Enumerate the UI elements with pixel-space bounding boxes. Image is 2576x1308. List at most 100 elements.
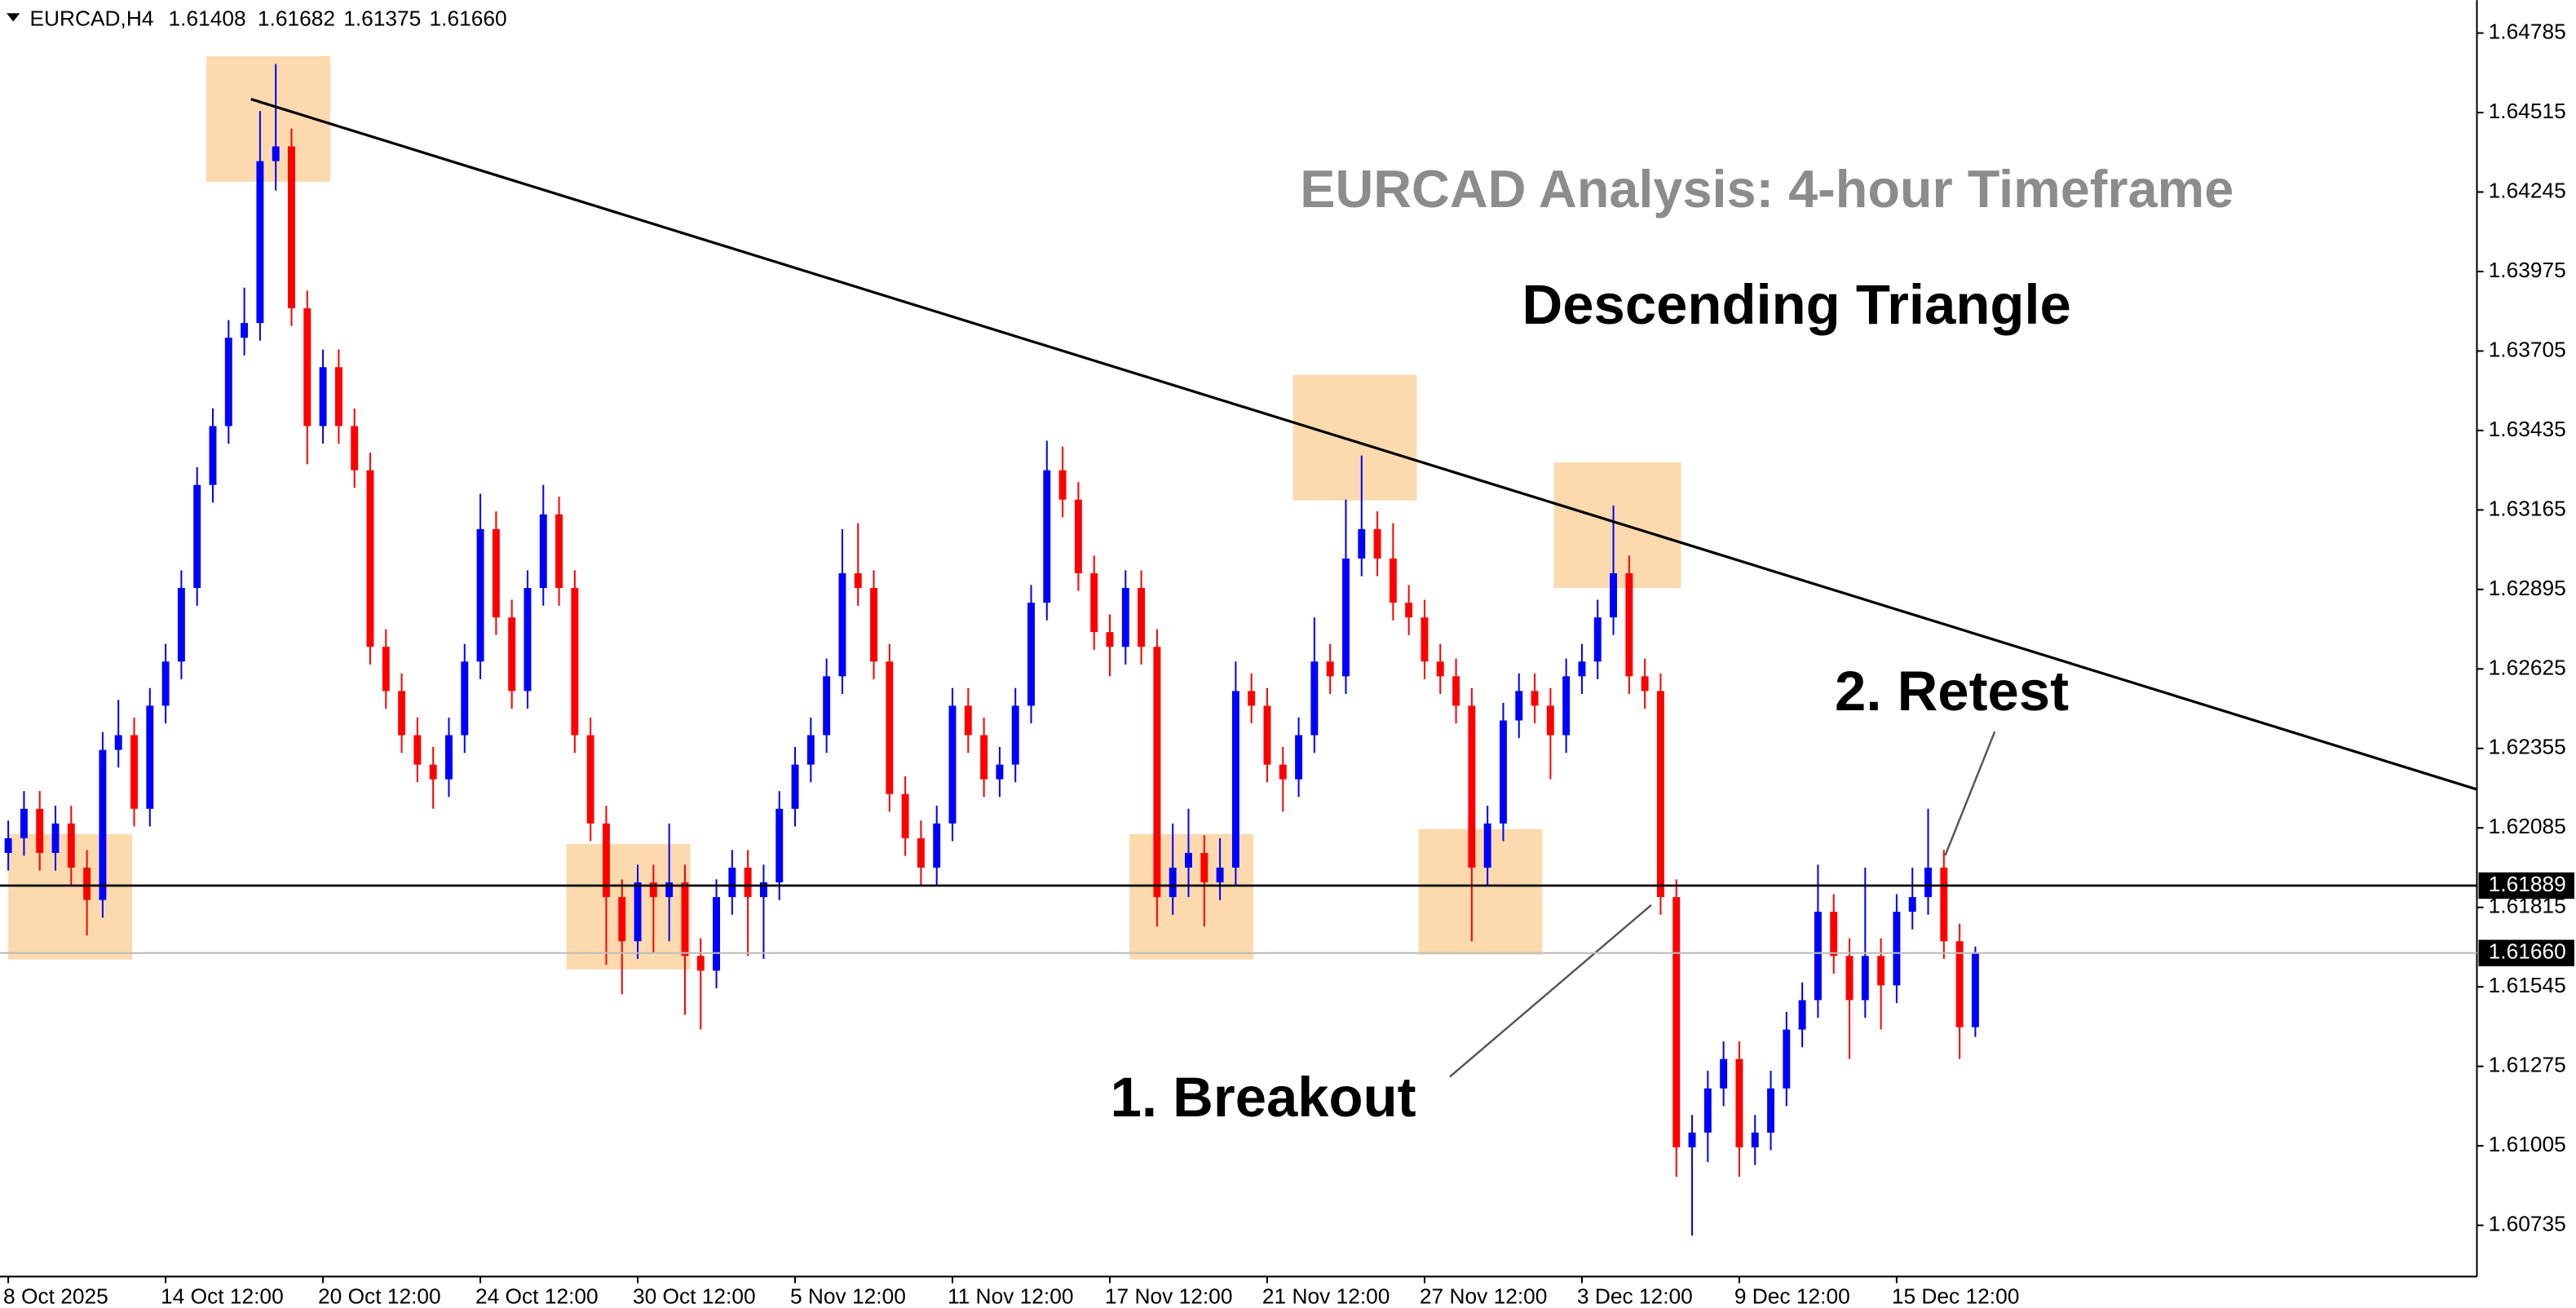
- candle-body: [1468, 705, 1476, 868]
- candle-body: [854, 572, 862, 589]
- x-tick-label: 27 Nov 12:00: [1420, 1284, 1548, 1308]
- candle-body: [539, 514, 547, 589]
- candle-body: [571, 588, 579, 736]
- candle-body: [586, 735, 594, 824]
- y-tick-label: 1.60735: [2489, 1212, 2566, 1236]
- candle-body: [193, 484, 201, 589]
- candle-body: [413, 735, 422, 765]
- y-tick-label: 1.62625: [2489, 655, 2566, 679]
- candle-body: [665, 882, 674, 898]
- candle-body: [901, 793, 909, 838]
- candle-body: [744, 867, 752, 898]
- ohlc-high: 1.61682: [258, 6, 335, 30]
- candle-body: [1578, 661, 1586, 677]
- price-label: 1.61889: [2489, 872, 2566, 896]
- candle-body: [823, 676, 831, 736]
- y-tick-label: 1.63975: [2489, 258, 2566, 282]
- x-tick-label: 17 Nov 12:00: [1105, 1284, 1233, 1308]
- zone: [206, 55, 330, 182]
- candle-body: [1358, 528, 1366, 559]
- candle-body: [1625, 572, 1633, 677]
- y-tick-label: 1.62355: [2489, 735, 2566, 759]
- candle-body: [838, 572, 846, 677]
- menu-arrow: [7, 13, 20, 22]
- candle-body: [1955, 941, 1964, 1027]
- candle-body: [398, 691, 406, 736]
- candle-body: [4, 837, 12, 853]
- candle-body: [429, 764, 437, 780]
- candle-body: [241, 323, 249, 338]
- y-tick-label: 1.63165: [2489, 496, 2566, 520]
- candle-body: [382, 647, 390, 692]
- candle-body: [1153, 647, 1161, 898]
- candle-body: [618, 897, 626, 942]
- candle-body: [476, 528, 484, 662]
- candle-body: [1515, 691, 1523, 721]
- pointer: [1944, 731, 1996, 856]
- trendline: [250, 98, 2477, 791]
- candle-body: [1924, 867, 1932, 898]
- y-tick-label: 1.64245: [2489, 178, 2566, 202]
- zone: [566, 843, 691, 970]
- candle-body: [334, 367, 342, 426]
- candle-body: [1656, 691, 1664, 898]
- candle-body: [1562, 676, 1571, 736]
- candle-body: [1798, 1000, 1806, 1030]
- candle-body: [1389, 558, 1397, 603]
- candle-body: [1751, 1132, 1759, 1147]
- x-tick-label: 8 Oct 2025: [3, 1284, 108, 1308]
- y-tick-label: 1.61545: [2489, 973, 2566, 997]
- candle-body: [1200, 852, 1208, 883]
- candle-body: [366, 470, 374, 647]
- y-tick-label: 1.64785: [2489, 19, 2566, 43]
- candle-body: [492, 528, 500, 618]
- candle-body: [1074, 499, 1082, 573]
- candle-body: [1185, 852, 1192, 868]
- candle-body: [1295, 735, 1303, 780]
- candle-body: [1720, 1058, 1728, 1089]
- candle-body: [634, 882, 642, 942]
- candle-body: [1593, 617, 1602, 662]
- candle-body: [1767, 1088, 1774, 1133]
- candle-body: [1452, 676, 1460, 706]
- candle-body: [1688, 1132, 1696, 1147]
- candle-body: [1783, 1029, 1791, 1089]
- candle-body: [524, 588, 532, 692]
- candle-body: [1610, 572, 1618, 618]
- candle-body: [351, 426, 359, 471]
- x-tick-label: 14 Oct 12:00: [161, 1284, 284, 1308]
- candle-body: [1216, 867, 1224, 883]
- candle-body: [1861, 956, 1869, 1001]
- candle-body: [508, 617, 516, 692]
- candle-body: [1342, 558, 1350, 677]
- candle-body: [130, 735, 138, 809]
- candle-body: [83, 867, 91, 900]
- pointer: [1449, 904, 1652, 1078]
- chart-title: EURCAD Analysis: 4-hour Timeframe: [1300, 159, 2234, 219]
- candle-body: [806, 735, 815, 765]
- price-label: 1.61660: [2489, 939, 2566, 964]
- candle-body: [1231, 691, 1239, 868]
- candle-body: [1421, 617, 1429, 662]
- candle-body: [1405, 603, 1413, 618]
- candle-body: [1483, 823, 1491, 868]
- candle-body: [445, 735, 453, 780]
- candle-body: [1893, 912, 1901, 986]
- candle-body: [1090, 572, 1098, 633]
- y-tick-label: 1.62085: [2489, 814, 2566, 838]
- candle-body: [649, 882, 657, 898]
- candle-body: [1703, 1088, 1712, 1133]
- candle-body: [713, 897, 721, 971]
- candle-body: [1106, 632, 1114, 647]
- candle-body: [1279, 764, 1287, 780]
- candle-body: [1436, 661, 1444, 677]
- y-tick-label: 1.61275: [2489, 1053, 2566, 1077]
- candle-body: [1940, 867, 1948, 942]
- candle-body: [1641, 676, 1649, 692]
- candle-body: [791, 764, 799, 809]
- plot: [4, 64, 1979, 1236]
- x-tick-label: 3 Dec 12:00: [1577, 1284, 1693, 1308]
- candle-body: [1058, 470, 1067, 500]
- candle-body: [964, 705, 972, 736]
